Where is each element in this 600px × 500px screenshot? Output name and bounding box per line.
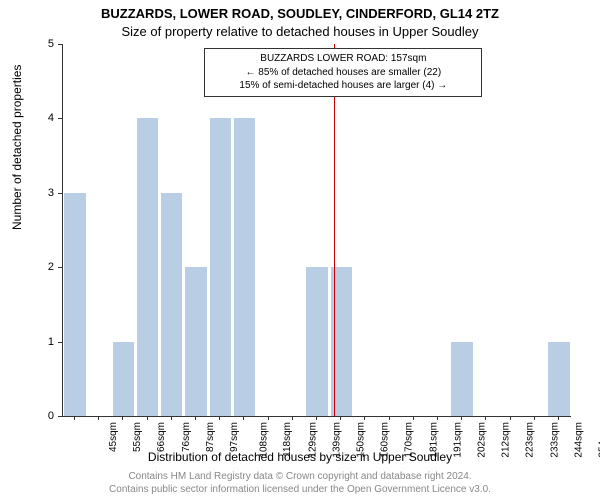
y-tick-label: 5 [48,38,54,50]
x-tick [122,416,123,420]
x-tick-label: 191sqm [452,422,463,458]
x-tick [340,416,341,420]
x-tick-label: 244sqm [573,422,584,458]
bar [234,118,255,416]
x-tick [74,416,75,420]
x-tick [413,416,414,420]
x-tick [195,416,196,420]
x-tick [485,416,486,420]
y-tick-label: 0 [48,410,54,422]
x-tick-label: 108sqm [259,422,270,458]
y-tick [58,267,62,268]
x-tick [316,416,317,420]
x-tick-label: 139sqm [331,422,342,458]
x-tick [389,416,390,420]
bar [306,267,327,416]
chart-title-address: BUZZARDS, LOWER ROAD, SOUDLEY, CINDERFOR… [0,6,600,21]
x-tick-label: 129sqm [307,422,318,458]
x-tick-label: 55sqm [132,422,143,452]
y-tick [58,416,62,417]
x-tick-label: 118sqm [282,422,293,457]
x-tick-label: 160sqm [380,422,391,458]
chart-subtitle: Size of property relative to detached ho… [0,24,600,39]
x-tick [219,416,220,420]
x-tick-label: 76sqm [181,422,192,452]
legend-line1: BUZZARDS LOWER ROAD: 157sqm [213,52,473,66]
y-tick-label: 3 [48,187,54,199]
footnote-line1: Contains HM Land Registry data © Crown c… [128,471,471,482]
y-tick-label: 2 [48,261,54,273]
bar [210,118,231,416]
x-tick [461,416,462,420]
plot-area: BUZZARDS LOWER ROAD: 157sqm← 85% of deta… [62,44,571,417]
x-tick-label: 202sqm [477,422,488,458]
x-tick-label: 181sqm [428,422,439,458]
x-tick [98,416,99,420]
x-tick-label: 87sqm [205,422,216,452]
x-tick [364,416,365,420]
marker-line [334,44,335,416]
footnote-line2: Contains public sector information licen… [109,484,491,495]
legend-line3: 15% of semi-detached houses are larger (… [213,79,473,93]
x-tick [510,416,511,420]
bar [161,193,182,416]
y-tick-label: 1 [48,336,54,348]
x-tick [243,416,244,420]
x-tick [268,416,269,420]
legend-box: BUZZARDS LOWER ROAD: 157sqm← 85% of deta… [204,48,482,97]
bar [548,342,569,416]
x-tick [437,416,438,420]
x-tick [147,416,148,420]
y-tick-label: 4 [48,112,54,124]
legend-line2: ← 85% of detached houses are smaller (22… [213,66,473,80]
x-tick-label: 97sqm [229,422,240,452]
chart-footnote: Contains HM Land Registry data © Crown c… [0,471,600,496]
y-axis-label: Number of detached properties [10,65,24,230]
x-tick-label: 170sqm [404,422,415,458]
x-tick [558,416,559,420]
x-tick-label: 66sqm [156,422,167,452]
bar [451,342,472,416]
y-tick [58,342,62,343]
x-tick [171,416,172,420]
y-tick [58,193,62,194]
x-tick-label: 150sqm [356,422,367,458]
x-tick-label: 233sqm [549,422,560,458]
y-tick [58,44,62,45]
bar [64,193,85,416]
x-tick [292,416,293,420]
x-tick-label: 45sqm [108,422,119,452]
bar [137,118,158,416]
y-tick [58,118,62,119]
x-tick-label: 223sqm [525,422,536,458]
x-tick [534,416,535,420]
bar [113,342,134,416]
x-tick-label: 212sqm [501,422,512,458]
bar [185,267,206,416]
